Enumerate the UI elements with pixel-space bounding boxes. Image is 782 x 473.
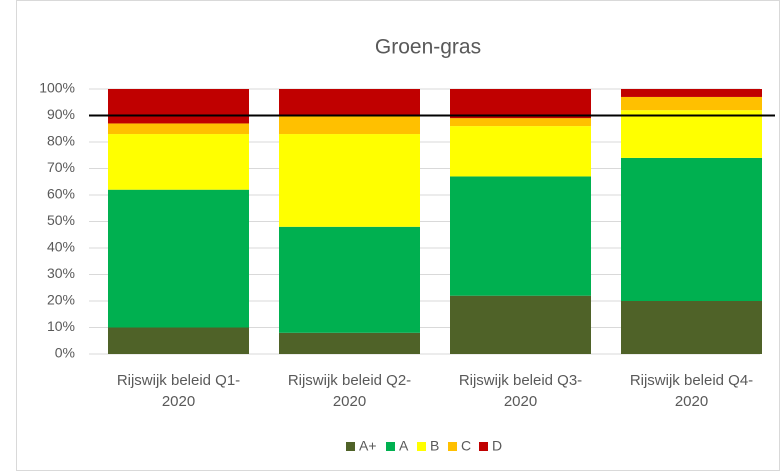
x-tick-label: Rijswijk beleid Q3-2020: [458, 372, 583, 410]
bar-segment: [279, 134, 420, 227]
bar-segment: [279, 226, 420, 333]
legend-label: A+: [359, 438, 377, 454]
bar-segment: [108, 123, 249, 135]
y-tick-label: 20%: [47, 292, 75, 308]
legend-label: B: [430, 438, 439, 454]
legend-swatch: [448, 442, 457, 451]
y-tick-label: 40%: [47, 239, 75, 255]
legend-label: D: [492, 438, 502, 454]
bar-segment: [450, 118, 591, 127]
bar-segment: [108, 134, 249, 190]
bar-segment: [450, 89, 591, 119]
bar-segment: [621, 110, 762, 158]
bar-segment: [108, 327, 249, 354]
bar-segment: [279, 115, 420, 135]
bar-segment: [108, 189, 249, 328]
x-tick-label: Rijswijk beleid Q4-2020: [629, 372, 754, 410]
x-tick-label: Rijswijk beleid Q2-2020: [287, 372, 412, 410]
legend-swatch: [386, 442, 395, 451]
bar-segment: [621, 301, 762, 354]
y-tick-label: 60%: [47, 186, 75, 202]
y-tick-label: 10%: [47, 318, 75, 334]
x-tick-label: Rijswijk beleid Q1-2020: [116, 372, 241, 410]
legend-label: A: [399, 438, 409, 454]
legend-swatch: [479, 442, 488, 451]
y-tick-label: 0%: [55, 345, 75, 361]
bar-segment: [621, 89, 762, 97]
y-tick-label: 50%: [47, 212, 75, 228]
chart-title: Groen-gras: [375, 36, 481, 59]
legend-swatch: [417, 442, 426, 451]
y-tick-label: 100%: [39, 80, 75, 96]
y-tick-label: 30%: [47, 265, 75, 281]
bar-segment: [108, 89, 249, 124]
bar-segment: [279, 89, 420, 116]
bar-segment: [279, 332, 420, 354]
y-tick-label: 90%: [47, 106, 75, 122]
legend-swatch: [346, 442, 355, 451]
bar-segment: [621, 96, 762, 111]
bar-segment: [450, 295, 591, 354]
y-tick-label: 70%: [47, 159, 75, 175]
bar-segment: [450, 126, 591, 177]
bar-segment: [450, 176, 591, 296]
legend-label: C: [461, 438, 471, 454]
y-tick-label: 80%: [47, 133, 75, 149]
bar-segment: [621, 157, 762, 301]
